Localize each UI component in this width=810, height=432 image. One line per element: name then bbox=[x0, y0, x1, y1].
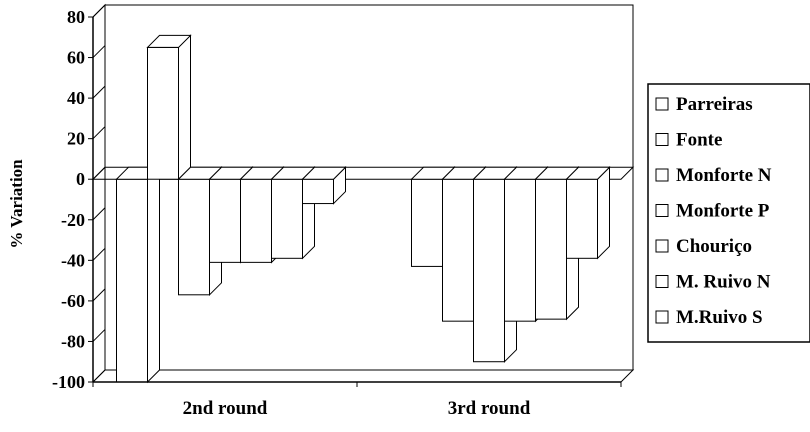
side-gridline bbox=[92, 247, 106, 261]
legend-box bbox=[647, 83, 810, 343]
legend-label: Monforte N bbox=[676, 165, 772, 186]
legend-item: Parreiras bbox=[655, 94, 753, 115]
x-tick-label: 2nd round bbox=[183, 398, 268, 419]
bar-front bbox=[178, 178, 210, 296]
legend-label: M.Ruivo S bbox=[676, 307, 763, 328]
legend: Parreiras Fonte Monforte N Monforte P Chouri… bbox=[647, 83, 810, 343]
legend-swatch bbox=[655, 168, 669, 182]
legend-swatch bbox=[655, 204, 669, 217]
bar-top bbox=[565, 166, 611, 180]
legend-label: M. Ruivo N bbox=[676, 272, 771, 293]
y-tick-label: -60 bbox=[61, 291, 85, 311]
legend-label: Chouriço bbox=[676, 236, 752, 257]
legend-label: Monforte P bbox=[676, 201, 770, 222]
bar-front bbox=[535, 178, 567, 320]
y-tick-label: 20 bbox=[67, 129, 85, 149]
side-gridline bbox=[92, 45, 106, 58]
y-tick-label: 40 bbox=[67, 88, 85, 108]
bar-top bbox=[146, 34, 192, 48]
side-gridline bbox=[92, 207, 106, 221]
bar-front bbox=[147, 46, 179, 180]
bar-front bbox=[302, 178, 334, 205]
side-gridline bbox=[92, 126, 106, 140]
bars bbox=[115, 34, 611, 384]
y-tick-label: 0 bbox=[76, 169, 85, 189]
legend-swatch bbox=[655, 133, 669, 146]
bar-front bbox=[271, 178, 303, 259]
y-tick-label: -20 bbox=[61, 210, 85, 230]
bar bbox=[115, 166, 161, 384]
bar-front bbox=[411, 178, 443, 267]
bar bbox=[270, 166, 316, 260]
y-tick-label: 60 bbox=[67, 48, 85, 68]
y-axis-label: % Variation bbox=[7, 159, 26, 249]
y-tick-label: -80 bbox=[61, 331, 85, 351]
legend-item: M.Ruivo S bbox=[655, 307, 763, 328]
floor bbox=[91, 369, 635, 383]
x-tick-label: 3rd round bbox=[448, 398, 531, 419]
y-tick-label: -40 bbox=[61, 250, 85, 270]
bar-front bbox=[504, 178, 536, 322]
legend-item: Fonte bbox=[655, 130, 722, 151]
bar-front bbox=[566, 178, 598, 259]
legend-swatch bbox=[655, 239, 669, 253]
bar-side bbox=[147, 166, 160, 384]
legend-swatch bbox=[655, 97, 669, 111]
legend-label: Fonte bbox=[676, 130, 722, 151]
legend-swatch bbox=[655, 275, 669, 288]
bar bbox=[301, 166, 347, 205]
legend-item: M. Ruivo N bbox=[655, 272, 771, 293]
bar bbox=[177, 166, 223, 297]
legend-label: Parreiras bbox=[676, 94, 753, 115]
y-tick-label: 80 bbox=[67, 7, 85, 27]
side-wall bbox=[92, 3, 106, 384]
bar bbox=[146, 34, 192, 181]
bar-front bbox=[240, 178, 272, 263]
side-gridline bbox=[92, 329, 106, 342]
bar-side bbox=[178, 34, 191, 181]
legend-swatch bbox=[655, 310, 669, 324]
bar-side bbox=[597, 166, 610, 260]
axes: 80 60 40 20 0 -20 -40 -60 -80 -100 2nd round 3rd ro… bbox=[52, 7, 622, 419]
bar-top bbox=[301, 166, 347, 180]
legend-item: Monforte P bbox=[655, 201, 770, 222]
legend-item: Monforte N bbox=[655, 165, 772, 186]
bar-front bbox=[442, 178, 474, 322]
bar-front bbox=[473, 178, 505, 363]
legend-item: Chouriço bbox=[655, 236, 752, 257]
side-gridline bbox=[92, 85, 106, 99]
y-tick-label: -100 bbox=[52, 372, 85, 392]
bar-front bbox=[209, 178, 241, 263]
bar-front bbox=[116, 178, 148, 383]
side-gridline bbox=[92, 288, 106, 302]
bar bbox=[565, 166, 611, 260]
